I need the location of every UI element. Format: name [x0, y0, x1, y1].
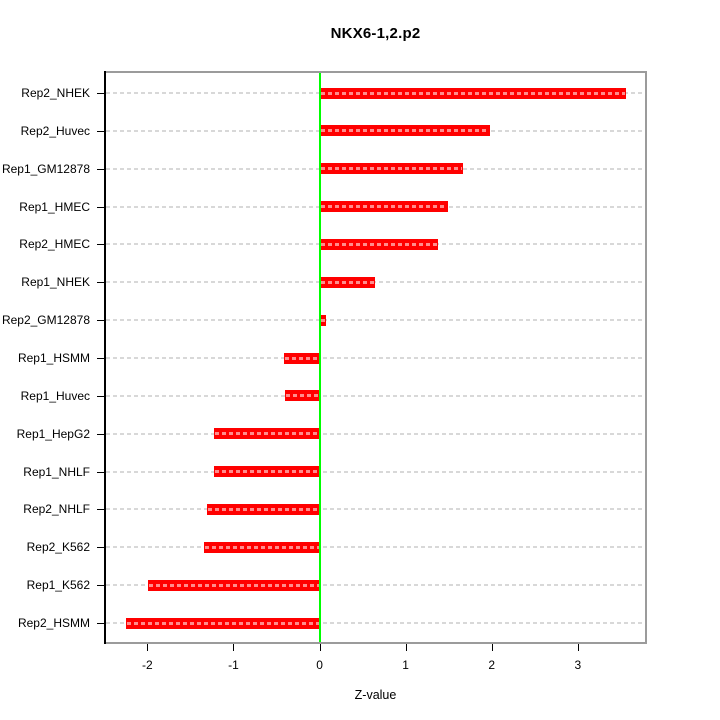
y-tick-label-Rep2_NHEK: Rep2_NHEK	[21, 86, 90, 100]
x-tick-label-1: 1	[402, 658, 409, 672]
gridline	[106, 470, 645, 473]
bar-dash-pattern	[320, 318, 325, 322]
bar-Rep1_HMEC	[319, 201, 448, 213]
y-tick-label-Rep2_Huvec: Rep2_Huvec	[20, 123, 90, 138]
x-tick-label--1: -1	[228, 658, 239, 672]
bar-dash-pattern	[214, 470, 319, 474]
bar-dash-pattern	[126, 621, 319, 625]
bar-Rep1_NHEK	[319, 276, 376, 288]
y-tick-label-Rep2_NHLF: Rep2_NHLF	[23, 502, 90, 517]
gridline	[106, 546, 645, 549]
y-tick	[97, 433, 104, 435]
y-tick	[97, 509, 104, 511]
y-tick-label-Rep2_HMEC: Rep2_HMEC	[19, 237, 90, 252]
x-tick	[147, 644, 149, 651]
y-tick-label-Rep1_HSMM: Rep1_HSMM	[17, 351, 90, 365]
y-tick	[97, 282, 104, 284]
y-tick	[97, 623, 104, 624]
y-tick	[97, 547, 104, 549]
chart-title: NKX6-1,2.p2	[330, 25, 421, 42]
y-tick-label-Rep1_HepG2: Rep1_HepG2	[16, 426, 90, 441]
y-tick	[97, 320, 104, 322]
bar-Rep1_HepG2	[214, 428, 320, 440]
x-axis-title: Z-value	[354, 688, 397, 702]
zero-reference-line	[318, 73, 321, 642]
x-tick	[319, 644, 321, 651]
bar-Rep1_GM12878	[319, 163, 464, 175]
y-axis-line	[104, 71, 106, 644]
x-tick-label--2: -2	[141, 658, 153, 672]
bar-Rep1_K562	[148, 579, 320, 591]
x-tick	[577, 644, 579, 651]
y-tick-label-Rep2_HSMM: Rep2_HSMM	[17, 616, 90, 630]
y-tick-label-Rep1_Huvec: Rep1_Huvec	[20, 388, 90, 403]
y-tick-label-Rep1_NHLF: Rep1_NHLF	[23, 464, 90, 479]
gridline	[106, 394, 645, 397]
y-tick-label-Rep1_GM12878: Rep1_GM12878	[1, 161, 90, 176]
y-tick	[97, 244, 104, 246]
bar-Rep2_Huvec	[319, 125, 490, 137]
bar-Rep2_GM12878	[319, 314, 326, 326]
bar-dash-pattern	[286, 394, 319, 398]
plot-area	[104, 71, 647, 644]
x-tick-label-0: 0	[316, 658, 323, 672]
y-tick	[97, 471, 104, 473]
y-tick	[97, 93, 104, 94]
bar-dash-pattern	[320, 280, 375, 284]
gridline	[106, 622, 645, 624]
gridline	[106, 508, 645, 511]
y-tick-label-Rep1_K562: Rep1_K562	[26, 578, 90, 593]
bar-dash-pattern	[215, 432, 319, 436]
bar-Rep1_NHLF	[213, 466, 320, 478]
bar-Rep2_NHEK	[319, 87, 627, 99]
bar-Rep1_HSMM	[284, 352, 320, 364]
gridline	[106, 319, 645, 322]
x-tick	[491, 644, 493, 651]
x-tick	[233, 644, 235, 651]
y-tick-label-Rep2_GM12878: Rep2_GM12878	[1, 313, 90, 328]
bar-Rep2_NHLF	[206, 503, 320, 515]
bar-dash-pattern	[320, 91, 626, 95]
bar-dash-pattern	[207, 507, 319, 511]
y-tick	[97, 206, 104, 208]
x-tick-label-3: 3	[574, 658, 582, 672]
y-tick-label-Rep1_NHEK: Rep1_NHEK	[21, 275, 90, 290]
bar-Rep2_HMEC	[319, 238, 439, 250]
y-tick	[97, 130, 104, 132]
y-tick	[97, 395, 104, 397]
bar-Rep2_HSMM	[125, 617, 320, 629]
bar-Rep2_K562	[204, 541, 320, 553]
bar-dash-pattern	[320, 167, 463, 171]
bar-dash-pattern	[285, 356, 319, 360]
x-tick-label-2: 2	[488, 658, 496, 672]
bar-dash-pattern	[149, 583, 319, 587]
y-tick	[97, 585, 104, 587]
bar-dash-pattern	[320, 242, 438, 246]
y-tick-label-Rep1_HMEC: Rep1_HMEC	[19, 199, 90, 214]
y-tick	[97, 168, 104, 170]
gridline	[106, 281, 645, 284]
bar-dash-pattern	[320, 129, 489, 133]
bar-dash-pattern	[205, 545, 319, 549]
bar-Rep1_Huvec	[285, 390, 320, 402]
y-tick-label-Rep2_K562: Rep2_K562	[26, 540, 90, 555]
gridline	[106, 357, 645, 359]
gridline	[106, 432, 645, 435]
bar-dash-pattern	[320, 205, 447, 209]
gridline	[106, 584, 645, 587]
x-tick	[405, 644, 407, 651]
y-tick	[97, 358, 104, 359]
